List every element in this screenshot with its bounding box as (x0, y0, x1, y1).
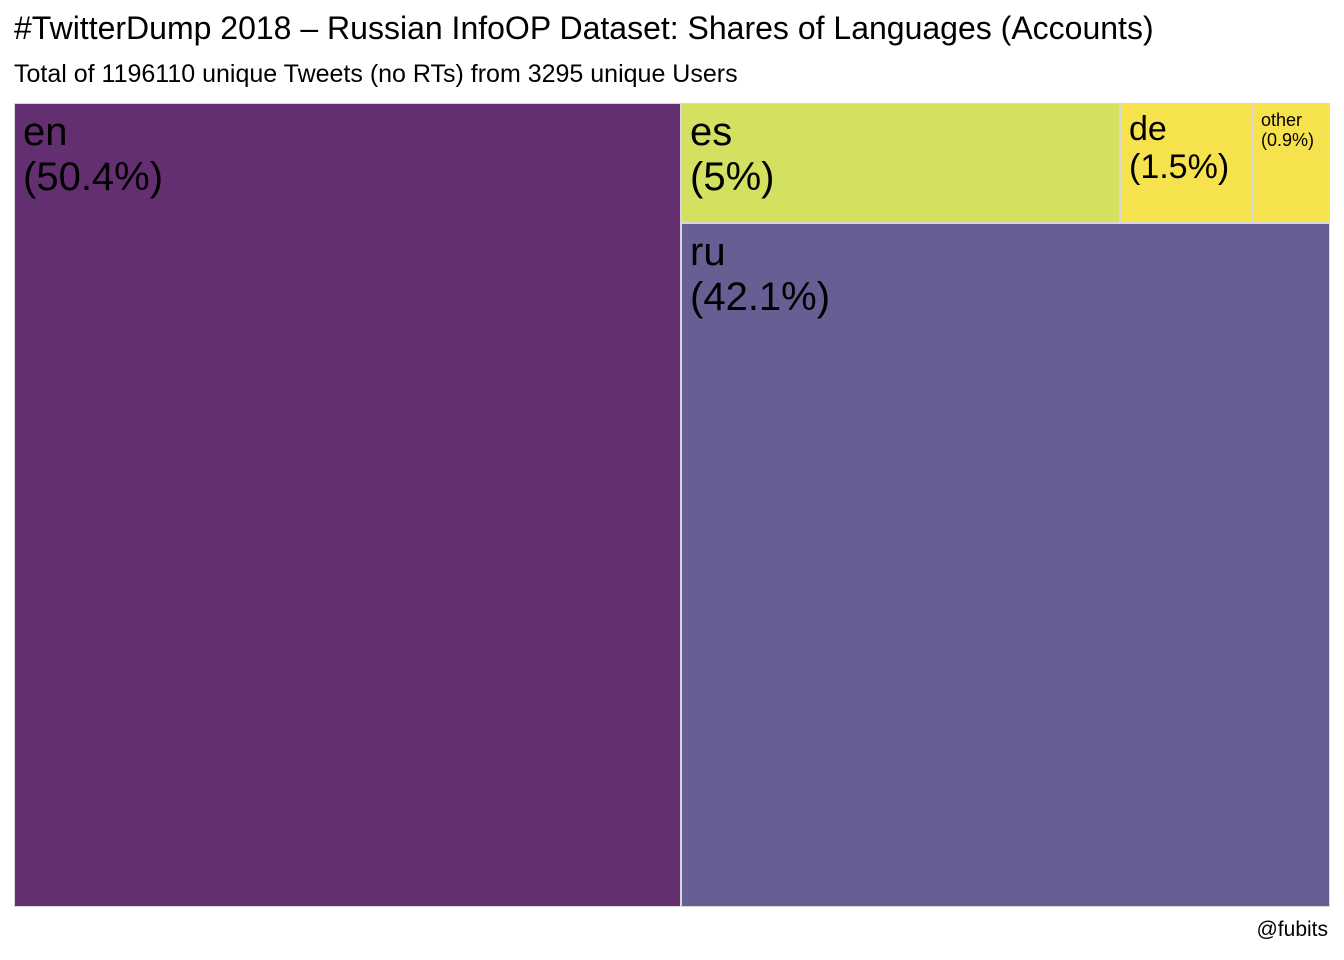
tile-label-de: de (1.5%) (1129, 110, 1229, 187)
chart-title: #TwitterDump 2018 – Russian InfoOP Datas… (14, 10, 1154, 46)
tile-share-ru: (42.1%) (690, 275, 831, 320)
tile-de: de (1.5%) (1120, 103, 1252, 223)
tile-name-es: es (690, 110, 733, 154)
treemap: en (50.4%) ru (42.1%) es (5%) de (1.5%) other (0.… (14, 103, 1330, 907)
tile-name-other: other (1261, 110, 1303, 130)
tile-label-es: es (5%) (690, 110, 774, 200)
tile-share-other: (0.9%) (1261, 130, 1315, 151)
tile-share-en: (50.4%) (23, 155, 164, 200)
tile-label-other: other (0.9%) (1261, 110, 1314, 151)
tile-other: other (0.9%) (1252, 103, 1330, 223)
tile-en: en (50.4%) (14, 103, 681, 907)
tile-share-de: (1.5%) (1129, 148, 1230, 187)
tile-name-en: en (23, 110, 68, 154)
tile-es: es (5%) (681, 103, 1120, 223)
tile-name-de: de (1129, 110, 1167, 148)
tile-ru: ru (42.1%) (681, 223, 1330, 907)
tile-name-ru: ru (690, 230, 726, 274)
caption: @fubits (1256, 918, 1328, 941)
tile-label-en: en (50.4%) (23, 110, 163, 200)
tile-label-ru: ru (42.1%) (690, 230, 830, 320)
chart-subtitle: Total of 1196110 unique Tweets (no RTs) … (14, 60, 738, 88)
tile-share-es: (5%) (690, 155, 775, 200)
